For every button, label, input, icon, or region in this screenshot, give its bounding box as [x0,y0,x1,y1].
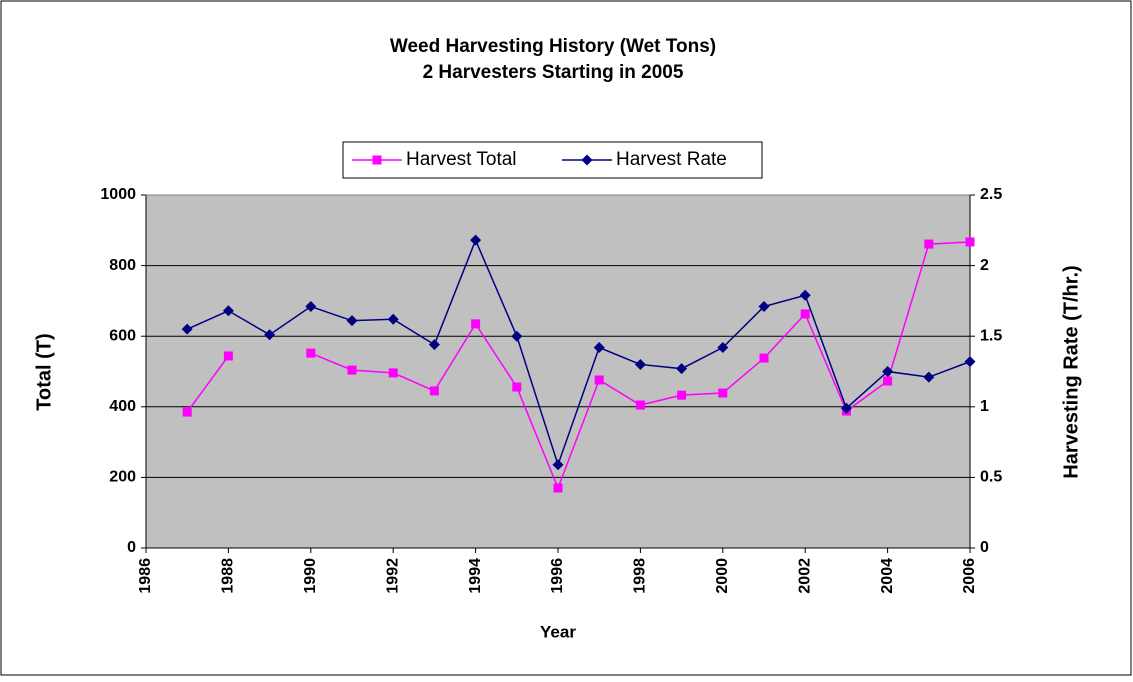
data-point [758,301,770,313]
chart-subtitle: 2 Harvesters Starting in 2005 [423,62,684,83]
data-point [347,365,357,375]
data-point [305,301,317,313]
data-point [471,319,481,329]
data-point [800,309,810,319]
data-point [222,305,234,317]
y2-axis-label: Harvesting Rate (T/hr.) [1060,265,1082,478]
x-tick-label: 1996 [549,558,566,594]
y2-tick-label: 2.5 [980,186,1002,203]
y2-tick-label: 0 [980,539,989,556]
y-tick-label: 800 [109,257,136,274]
data-point [635,400,645,410]
data-point [676,363,688,375]
data-point [965,237,975,247]
data-point [593,341,605,353]
data-point [428,339,440,351]
data-point [717,341,729,353]
y-tick-label: 400 [109,398,136,415]
data-point [387,313,399,325]
data-point [718,388,728,398]
x-tick-label: 1992 [384,558,401,594]
data-point [964,356,976,368]
data-point [429,386,439,396]
data-point [223,351,233,361]
y2-tick-label: 0.5 [980,469,1002,486]
x-tick-label: 2002 [796,558,813,594]
data-point [759,353,769,363]
data-point [512,382,522,392]
legend-label: Harvest Total [406,149,517,170]
y-tick-label: 600 [109,327,136,344]
legend-marker [581,154,593,166]
data-point [470,234,482,246]
data-point [552,459,564,471]
data-point [553,483,563,493]
series-line [186,238,971,468]
plot-area [146,195,970,548]
data-point [923,371,935,383]
x-tick-label: 1988 [220,558,237,594]
legend-marker [372,155,382,165]
data-point [924,239,934,249]
y-axis-label: Total (T) [33,333,55,410]
y-tick-label: 0 [127,539,136,556]
x-tick-label: 1990 [302,558,319,594]
x-tick-label: 2004 [879,558,896,594]
data-point [264,329,276,341]
data-point [634,358,646,370]
y-tick-label: 200 [109,469,136,486]
data-point [511,330,523,342]
y2-tick-label: 1 [980,398,989,415]
chart-title: Weed Harvesting History (Wet Tons) [390,36,716,57]
series-line [186,355,230,413]
y2-tick-label: 1.5 [980,327,1002,344]
data-point [882,366,894,377]
x-axis-label: Year [540,622,576,641]
legend-label: Harvest Rate [616,149,727,170]
x-tick-label: 2000 [714,558,731,594]
x-tick-label: 2006 [961,558,978,594]
data-point [306,348,316,358]
data-point [182,407,192,417]
data-point [799,289,811,301]
data-point [181,323,193,335]
y2-tick-label: 2 [980,257,989,274]
data-point [883,376,893,386]
data-point [677,390,687,400]
data-point [346,315,358,327]
x-tick-label: 1998 [632,558,649,594]
data-point [388,368,398,378]
x-tick-label: 1994 [467,558,484,594]
data-point [840,402,852,414]
data-point [594,375,604,385]
y-tick-label: 1000 [100,186,136,203]
x-tick-label: 1986 [137,558,154,594]
legend-box [342,141,763,179]
